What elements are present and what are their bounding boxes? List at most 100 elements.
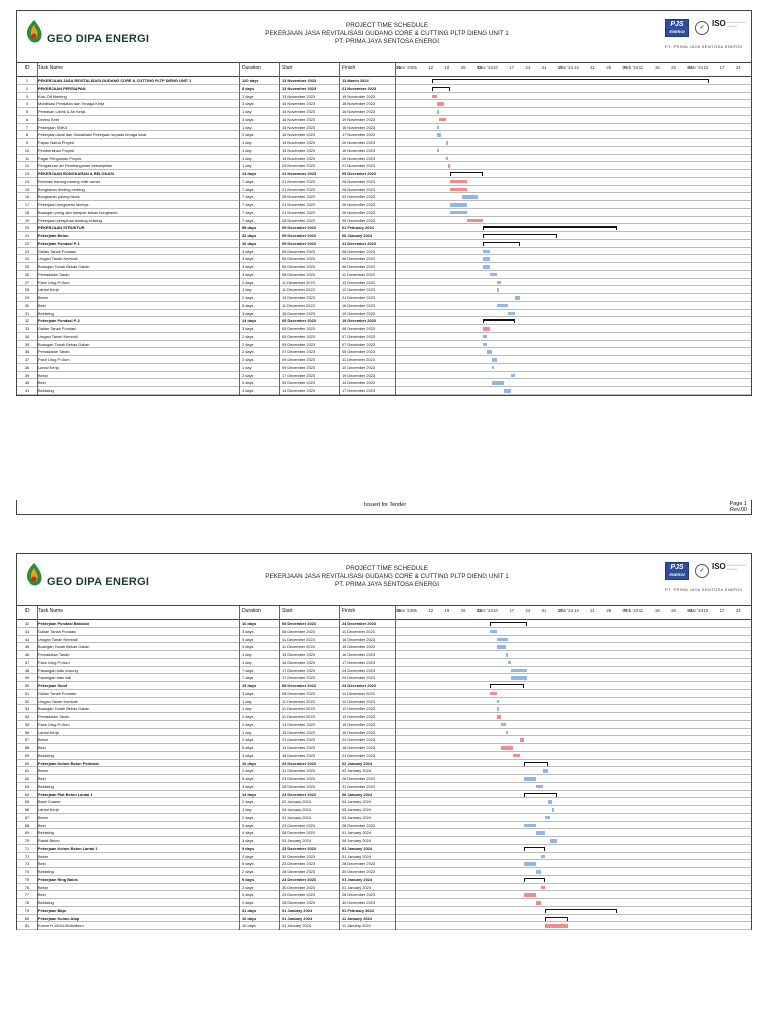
task-name: Lantai Kerja — [38, 287, 59, 293]
task-start: 01 January 2024 — [282, 923, 311, 929]
task-finish: 28 December 2023 — [342, 776, 376, 781]
task-name: Pekerjaan Baja — [38, 907, 66, 913]
task-finish: 13 December 2023 — [342, 279, 376, 285]
timeline-month: Jan '24 — [558, 608, 574, 613]
table-row: 60 Pekerjaan Kolom Beton Pedestal 10 days 2… — [17, 760, 751, 768]
task-id: 25 — [24, 264, 30, 269]
task-name: Galian Tanah Pondasi — [38, 248, 76, 254]
task-start: 23 December 2023 — [282, 845, 316, 851]
table-row: 66 Lantai Kerja 1 day 04 January 2024 05 Jan… — [17, 806, 751, 814]
task-finish: 28 November 2023 — [342, 202, 376, 207]
col-task: Task Name — [38, 608, 64, 614]
task-bar — [431, 94, 437, 99]
task-duration: 5 days — [242, 302, 254, 308]
task-id: 55 — [24, 721, 30, 727]
task-name: Buangan Tanah Bekas Galian — [38, 341, 90, 347]
gantt-table: ID Task Name Duration Start Finish Nov '… — [16, 62, 752, 396]
task-name: Besi — [38, 302, 46, 308]
task-finish: 08 December 2023 — [342, 248, 376, 254]
task-bar — [438, 117, 446, 122]
task-duration: 1 day — [242, 729, 252, 735]
task-name: Pemadatan Tanah — [38, 714, 70, 719]
task-duration: 5 days — [242, 636, 254, 642]
pjs-logo: PJS ENERGI — [665, 562, 689, 580]
task-bar — [436, 148, 439, 153]
task-finish: 11 December 2023 — [342, 690, 375, 696]
task-start: 01 January 2024 — [282, 915, 313, 921]
task-name: Pekerjaan Awal dan Sosialisasi Pekerjaan… — [38, 132, 147, 138]
table-row: 43 Galian Tanah Pondasi 3 days 08 December … — [17, 628, 751, 636]
col-start: Start — [282, 608, 293, 614]
page-footer: Issued for Tender Page 1 Rev.00 — [16, 500, 752, 515]
company-small-label: PT. PRIMA JAYA SENTOSA ENERGI — [665, 587, 743, 592]
task-start: 04 January 2024 — [282, 807, 311, 812]
timeline-day: 24 — [525, 608, 531, 613]
table-row: 45 Buangan Tanah Bekas Galian 4 days 11 Dec… — [17, 643, 751, 651]
task-duration: 1 day — [242, 652, 252, 657]
task-id: 16 — [24, 194, 30, 200]
summary-bar — [524, 761, 548, 767]
task-start: 15 November 2023 — [282, 101, 316, 107]
task-duration: 32 days — [242, 233, 257, 238]
task-duration: 14 days — [242, 791, 257, 797]
task-name: Pekerjaan Sloof — [38, 683, 68, 688]
table-row: 50 Pekerjaan Sloof 15 days 08 December 2023… — [17, 682, 751, 690]
task-duration: 3 days — [242, 388, 254, 393]
task-id: 45 — [24, 644, 30, 650]
task-id: 69 — [24, 830, 30, 836]
task-duration: 2 days — [242, 768, 254, 774]
title-line-2: PEKERJAAN JASA REVITALISASI GUDANG CORE … — [265, 30, 509, 37]
task-bar — [519, 738, 525, 742]
task-duration: 7 days — [242, 178, 254, 184]
company-small-label: PT. PRIMA JAYA SENTOSA ENERGI — [665, 44, 743, 49]
table-row: 64 Pekerjaan Plat Beton Lantai 1 14 days 23… — [17, 791, 751, 799]
table-row: 6 Direksi Keet 3 days 16 November 2023 19 No… — [17, 116, 751, 124]
task-id: 32 — [24, 318, 30, 324]
task-id: 31 — [24, 310, 30, 316]
table-row: 67 Beton 2 days 01 January 2024 03 January 2… — [17, 814, 751, 822]
pjs-logo: PJS ENERGI — [665, 19, 689, 37]
task-bar — [482, 342, 488, 347]
task-finish: 19 December 2023 — [342, 372, 376, 378]
task-duration: 7 days — [242, 202, 254, 207]
task-duration: 16 days — [242, 621, 257, 626]
task-bar — [515, 296, 520, 300]
task-start: 18 December 2023 — [282, 752, 316, 758]
task-start: 19 November 2023 — [282, 140, 316, 145]
task-duration: 3 days — [242, 783, 254, 789]
timeline-day: 21 — [590, 608, 595, 613]
task-name: Buangan Tanah Bekas Galian — [38, 264, 90, 269]
task-finish: 16 November 2023 — [342, 109, 376, 114]
task-duration: 1 day — [242, 163, 252, 169]
task-finish: 01 January 2024 — [342, 845, 373, 851]
task-id: 50 — [24, 683, 30, 688]
table-row: 12 Pengaturan arr Pembangunan bekasipelas… — [17, 162, 751, 170]
task-rows: 42 Pekerjaan Pondasi Batukali 16 days 08 De… — [17, 620, 751, 930]
task-bar — [492, 365, 495, 370]
task-start: 05 December 2023 — [282, 233, 316, 238]
task-id: 38 — [24, 364, 30, 370]
task-name: Buangan puing dan sampah bekas bongkaran — [38, 209, 118, 215]
table-row: 31 Bekisting 3 days 16 December 2023 19 Dece… — [17, 310, 751, 318]
task-name: Lantai Kerja — [38, 729, 59, 735]
table-row: 19 Pekerjaan perapihan dinding existing 7 … — [17, 217, 751, 225]
task-start: 05 December 2023 — [282, 264, 316, 269]
task-start: 23 December 2023 — [282, 822, 316, 828]
task-bar — [501, 722, 506, 727]
title-line-3: PT. PRIMA JAYA SENTOSA ENERGI — [335, 38, 439, 45]
table-row: 46 Pemadatan Tanah 1 day 15 December 2023 16… — [17, 651, 751, 659]
task-bar — [445, 141, 449, 145]
task-start: 28 December 2023 — [282, 783, 316, 789]
task-duration: 7 days — [242, 675, 254, 681]
table-row: 54 Pemadatan Tanah 2 days 11 December 2023 1… — [17, 713, 751, 721]
task-name: Pekerjaan Kolom Beton Lantai 1 — [38, 845, 98, 851]
task-duration: 120 days — [242, 78, 259, 83]
task-duration: 4 days — [242, 644, 254, 650]
task-duration: 10 days — [242, 760, 257, 766]
timeline-month: Dec '23 — [477, 608, 494, 613]
task-start: 23 December 2023 — [282, 760, 316, 766]
task-name: Pemadatan Tanah — [38, 271, 70, 277]
timeline-day: 14 — [574, 65, 579, 70]
task-duration: 3 days — [242, 752, 254, 758]
task-name: Pembersihan Proyek — [38, 147, 75, 153]
